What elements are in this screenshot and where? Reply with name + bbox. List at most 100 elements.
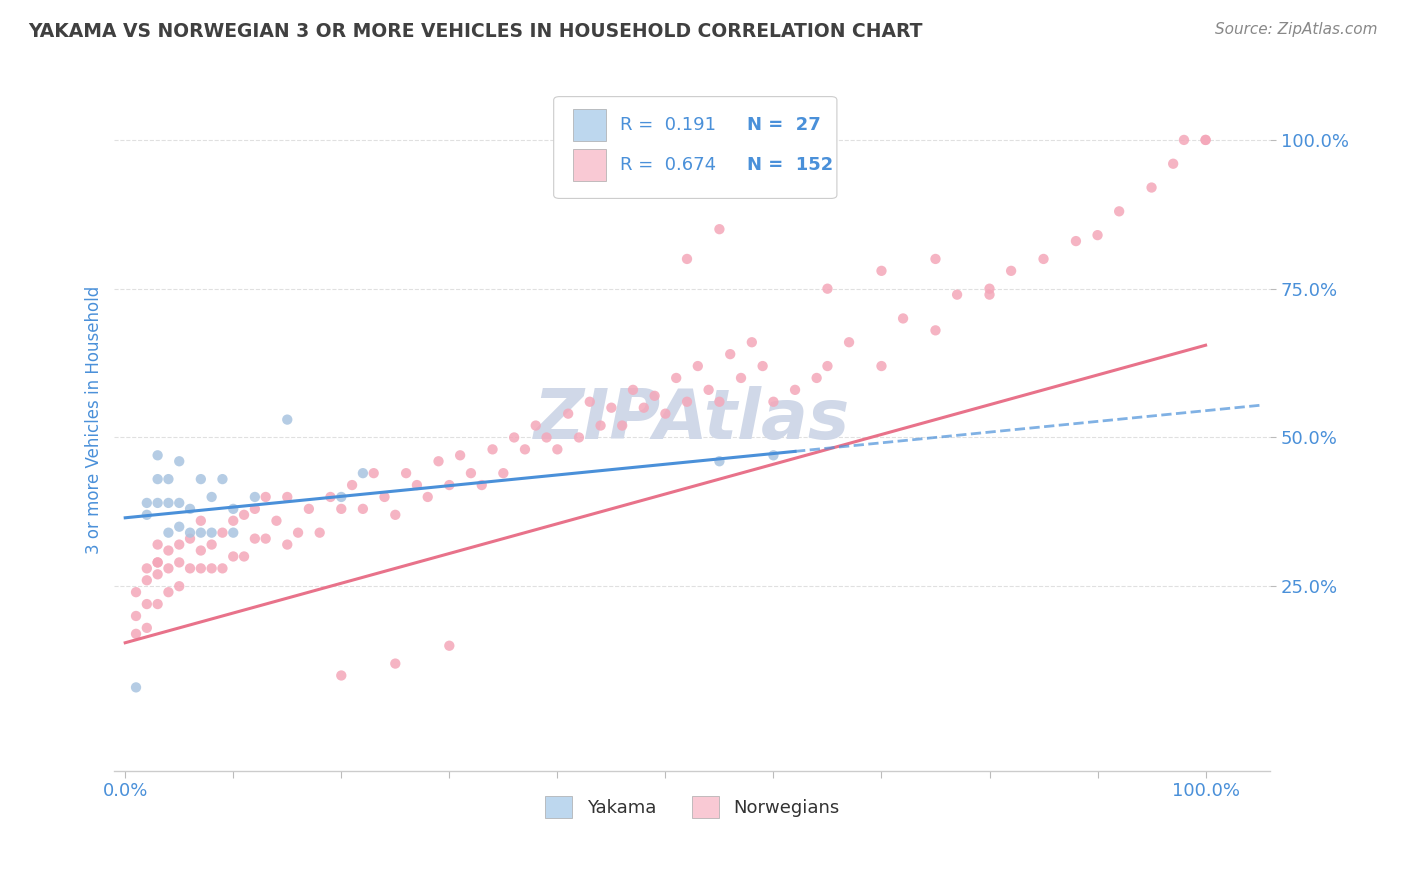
Point	[233, 549, 256, 564]
Point	[298, 501, 321, 516]
Point	[891, 311, 914, 326]
Point	[157, 525, 180, 540]
Point	[730, 371, 752, 385]
Point	[330, 668, 353, 682]
Point	[266, 514, 288, 528]
Point	[146, 448, 169, 462]
Point	[1108, 204, 1130, 219]
Point	[600, 401, 623, 415]
Point	[157, 472, 180, 486]
Point	[167, 579, 190, 593]
Text: Source: ZipAtlas.com: Source: ZipAtlas.com	[1215, 22, 1378, 37]
Point	[146, 496, 169, 510]
Point	[135, 597, 157, 611]
Point	[276, 412, 298, 426]
Point	[276, 490, 298, 504]
Point	[644, 389, 666, 403]
Point	[665, 371, 688, 385]
Legend: Yakama, Norwegians: Yakama, Norwegians	[537, 789, 846, 825]
Point	[352, 501, 374, 516]
Point	[439, 478, 461, 492]
Point	[578, 394, 600, 409]
Point	[340, 478, 363, 492]
Point	[222, 514, 245, 528]
Point	[125, 609, 148, 624]
Point	[709, 222, 731, 236]
Point	[243, 501, 266, 516]
Point	[806, 371, 828, 385]
Point	[146, 556, 169, 570]
Point	[946, 287, 969, 301]
Point	[135, 496, 157, 510]
Point	[243, 490, 266, 504]
Point	[1194, 133, 1216, 147]
Point	[481, 442, 503, 457]
Point	[167, 538, 190, 552]
Point	[568, 430, 591, 444]
Point	[179, 501, 201, 516]
Point	[167, 556, 190, 570]
FancyBboxPatch shape	[554, 96, 837, 198]
Point	[222, 525, 245, 540]
Point	[870, 264, 893, 278]
Point	[179, 525, 201, 540]
Point	[979, 282, 1001, 296]
Point	[1000, 264, 1022, 278]
Point	[363, 466, 385, 480]
Point	[308, 525, 330, 540]
Point	[439, 639, 461, 653]
Point	[135, 508, 157, 522]
Point	[146, 472, 169, 486]
Point	[167, 519, 190, 533]
Point	[179, 561, 201, 575]
Point	[157, 543, 180, 558]
Point	[384, 657, 406, 671]
Point	[924, 252, 946, 266]
Point	[167, 454, 190, 468]
Point	[460, 466, 482, 480]
Point	[179, 532, 201, 546]
Point	[709, 454, 731, 468]
Point	[686, 359, 709, 373]
Point	[557, 407, 579, 421]
Point	[211, 472, 233, 486]
Point	[762, 394, 785, 409]
Point	[201, 525, 224, 540]
Point	[1087, 228, 1109, 243]
Point	[146, 538, 169, 552]
Point	[546, 442, 568, 457]
Point	[924, 323, 946, 337]
Point	[741, 335, 763, 350]
Point	[373, 490, 395, 504]
Point	[718, 347, 741, 361]
Point	[783, 383, 806, 397]
Point	[621, 383, 644, 397]
Point	[254, 490, 277, 504]
Point	[125, 627, 148, 641]
Text: R =  0.674: R = 0.674	[620, 156, 716, 174]
Point	[589, 418, 612, 433]
Point	[190, 561, 212, 575]
Point	[709, 394, 731, 409]
Point	[146, 556, 169, 570]
Point	[157, 585, 180, 599]
Point	[190, 514, 212, 528]
Point	[222, 501, 245, 516]
Text: ZIPAtlas: ZIPAtlas	[534, 386, 851, 453]
Text: N =  152: N = 152	[747, 156, 832, 174]
Point	[762, 162, 785, 177]
Y-axis label: 3 or more Vehicles in Household: 3 or more Vehicles in Household	[86, 285, 103, 554]
Point	[654, 407, 676, 421]
Point	[633, 401, 655, 415]
Point	[243, 532, 266, 546]
Point	[1140, 180, 1163, 194]
Text: N =  27: N = 27	[747, 116, 821, 134]
Point	[146, 597, 169, 611]
Point	[146, 567, 169, 582]
Point	[676, 394, 699, 409]
Text: R =  0.191: R = 0.191	[620, 116, 716, 134]
Point	[751, 359, 773, 373]
Point	[201, 561, 224, 575]
Point	[384, 508, 406, 522]
Point	[697, 383, 720, 397]
